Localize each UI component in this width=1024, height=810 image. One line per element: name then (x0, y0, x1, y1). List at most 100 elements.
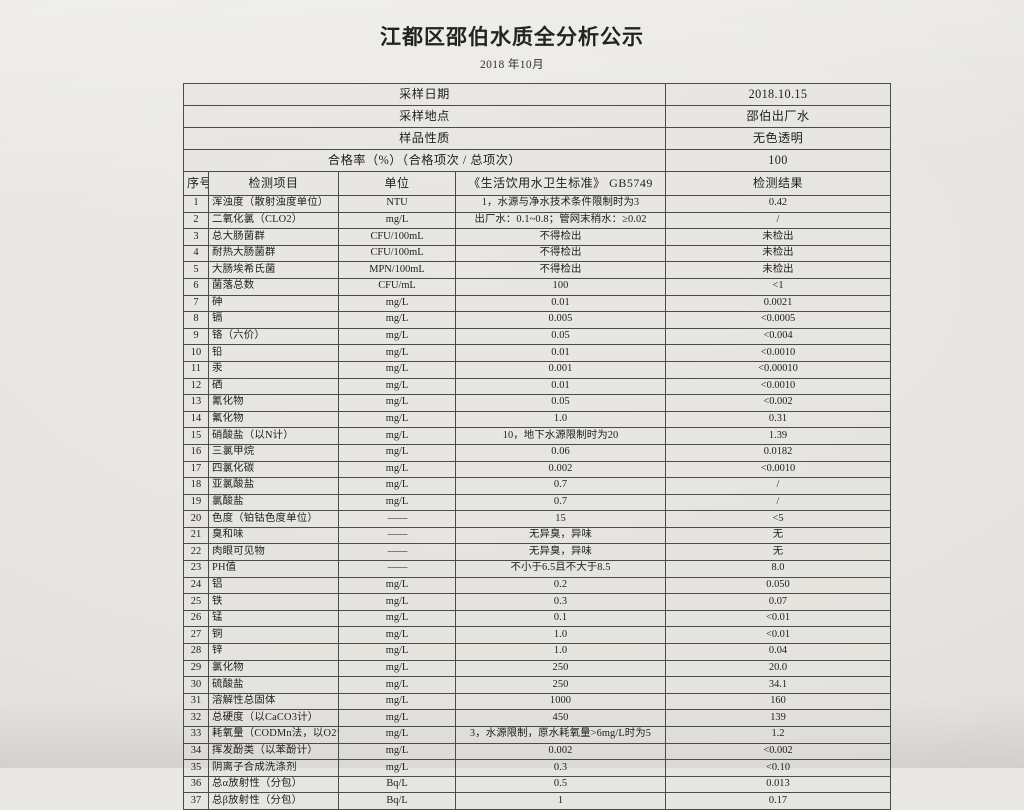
cell-item: 色度（铂钴色度单位） (208, 510, 339, 528)
cell-no: 18 (183, 477, 209, 495)
cell-item: 菌落总数 (208, 277, 339, 296)
cell-result: 未检出 (665, 228, 891, 246)
table-row: 24 铝 mg/L 0.2 0.050 (183, 576, 891, 595)
cell-result: / (665, 493, 891, 512)
cell-unit: mg/L (338, 294, 456, 313)
table-row: 9 铬（六价） mg/L 0.05 <0.004 (183, 327, 891, 346)
cell-result: 无 (665, 526, 891, 545)
info-row-value: 100 (665, 149, 891, 172)
cell-unit: —— (338, 510, 456, 528)
cell-unit: mg/L (338, 692, 456, 711)
cell-item: 溶解性总固体 (208, 692, 339, 711)
table-row: 8 镉 mg/L 0.005 <0.0005 (183, 311, 891, 329)
cell-standard: 不得检出 (455, 228, 666, 246)
cell-standard: 0.05 (455, 394, 666, 412)
cell-unit: mg/L (338, 659, 456, 678)
cell-standard: 1.0 (455, 410, 666, 429)
cell-standard: 0.7 (455, 477, 666, 495)
cell-item: 镉 (208, 311, 339, 329)
table-row: 4 耐热大肠菌群 CFU/100mL 不得检出 未检出 (183, 244, 891, 263)
cell-unit: mg/L (338, 360, 456, 379)
cell-item: 浑浊度（散射浊度单位） (208, 195, 339, 213)
cell-result: 1.2 (665, 726, 891, 744)
cell-item: 锌 (208, 643, 339, 661)
cell-no: 20 (183, 510, 209, 528)
cell-result: 139 (665, 709, 891, 727)
cell-standard: 0.001 (455, 360, 666, 379)
document-page: 江都区邵伯水质全分析公示 2018 年10月 采样日期 2018.10.15 采样地… (0, 25, 1024, 810)
table-row: 23 PH值 —— 不小于6.5且不大于8.5 8.0 (183, 560, 891, 578)
cell-no: 21 (183, 526, 209, 545)
cell-no: 19 (183, 493, 209, 512)
cell-result: 0.17 (665, 792, 891, 810)
cell-no: 8 (183, 311, 209, 329)
cell-standard: 0.01 (455, 344, 666, 362)
cell-unit: mg/L (338, 609, 456, 628)
cell-no: 22 (183, 543, 209, 562)
cell-no: 6 (183, 277, 209, 296)
cell-item: 铅 (208, 344, 339, 362)
cell-standard: 1.0 (455, 626, 666, 645)
cell-standard: 不得检出 (455, 244, 666, 263)
table-row: 27 铜 mg/L 1.0 <0.01 (183, 626, 891, 645)
cell-no: 26 (183, 609, 209, 628)
cell-no: 25 (183, 593, 209, 611)
cell-standard: 0.5 (455, 775, 666, 794)
cell-no: 1 (183, 195, 209, 213)
cell-result: <0.01 (665, 626, 891, 645)
cell-unit: mg/L (338, 477, 456, 495)
table-row: 5 大肠埃希氏菌 MPN/100mL 不得检出 未检出 (183, 261, 891, 279)
cell-item: 二氧化氯（CLO2） (208, 211, 339, 230)
cell-item: 汞 (208, 360, 339, 379)
cell-standard: 0.002 (455, 742, 666, 761)
cell-unit: mg/L (338, 460, 456, 479)
table-row: 15 硝酸盐（以N计） mg/L 10，地下水源限制时为20 1.39 (183, 427, 891, 445)
cell-no: 14 (183, 410, 209, 429)
cell-standard: 1000 (455, 692, 666, 711)
cell-item: PH值 (208, 560, 339, 578)
info-row: 采样地点 邵伯出厂水 (183, 105, 891, 128)
cell-standard: 无异臭，异味 (455, 526, 666, 545)
cell-unit: NTU (338, 195, 456, 213)
cell-item: 氰化物 (208, 394, 339, 412)
cell-result: 0.050 (665, 576, 891, 595)
table-row: 32 总硬度（以CaCO3计） mg/L 450 139 (183, 709, 891, 727)
cell-item: 总α放射性（分包） (208, 775, 339, 794)
table-row: 25 铁 mg/L 0.3 0.07 (183, 593, 891, 611)
cell-item: 耐热大肠菌群 (208, 244, 339, 263)
cell-no: 28 (183, 643, 209, 661)
cell-unit: —— (338, 526, 456, 545)
table-row: 6 菌落总数 CFU/mL 100 <1 (183, 277, 891, 296)
cell-item: 臭和味 (208, 526, 339, 545)
cell-item: 氯酸盐 (208, 493, 339, 512)
cell-item: 总β放射性（分包） (208, 792, 339, 810)
table-row: 1 浑浊度（散射浊度单位） NTU 1，水源与净水技术条件限制时为3 0.42 (183, 195, 891, 213)
table-body: 采样日期 2018.10.15 采样地点 邵伯出厂水 样品性质 无色透明 合格率（%）（合格… (183, 83, 891, 810)
cell-standard: 0.2 (455, 576, 666, 595)
cell-unit: mg/L (338, 493, 456, 512)
cell-no: 9 (183, 327, 209, 346)
table-row: 7 砷 mg/L 0.01 0.0021 (183, 294, 891, 313)
title-block: 江都区邵伯水质全分析公示 2018 年10月 (0, 25, 1024, 72)
cell-item: 亚氯酸盐 (208, 477, 339, 495)
cell-standard: 0.3 (455, 593, 666, 611)
cell-unit: mg/L (338, 742, 456, 761)
cell-no: 11 (183, 360, 209, 379)
cell-item: 硫酸盐 (208, 676, 339, 694)
cell-unit: CFU/100mL (338, 228, 456, 246)
cell-no: 17 (183, 460, 209, 479)
cell-result: <0.0010 (665, 460, 891, 479)
cell-unit: Bq/L (338, 792, 456, 810)
cell-standard: 10，地下水源限制时为20 (455, 427, 666, 445)
cell-result: / (665, 211, 891, 230)
cell-standard: 0.1 (455, 609, 666, 628)
cell-no: 3 (183, 228, 209, 246)
table-row: 11 汞 mg/L 0.001 <0.00010 (183, 360, 891, 379)
cell-item: 三氯甲烷 (208, 443, 339, 462)
column-header-item: 检测项目 (208, 171, 339, 196)
column-header-result: 检测结果 (665, 171, 891, 196)
cell-no: 15 (183, 427, 209, 445)
cell-result: 34.1 (665, 676, 891, 694)
cell-unit: mg/L (338, 344, 456, 362)
table-row: 19 氯酸盐 mg/L 0.7/ (183, 493, 891, 512)
